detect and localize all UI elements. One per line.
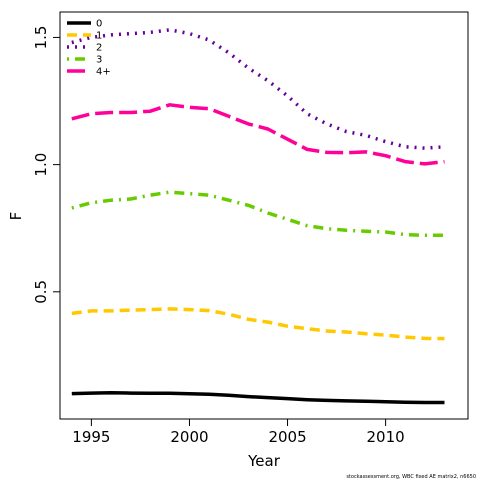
x-tick-label: 2000 [170,428,208,446]
legend-label: 3 [96,55,102,66]
y-tick-label: 1.0 [32,153,50,177]
y-axis-title: F [7,212,25,221]
y-tick-label: 1.5 [32,26,50,50]
series-layer [71,28,445,405]
x-axis-title: Year [247,452,281,470]
plot-frame [59,11,469,420]
legend-label: 0 [96,19,102,30]
series-line-3 [71,190,445,238]
y-axis: 0.5 1.0 1.5 [32,26,60,304]
footnote: stockassessment.org, WBC fixed AE matrix… [346,474,476,480]
legend-label: 1 [96,31,102,42]
series-line-4 [71,103,445,166]
series-line-0 [71,391,445,405]
y-tick-label: 0.5 [32,280,50,304]
series-line-1 [71,307,445,341]
legend-label: 4+ [96,67,111,78]
x-tick-label: 2005 [268,428,306,446]
x-tick-label: 1995 [72,428,110,446]
legend-label: 2 [96,43,102,54]
x-axis: 1995 2000 2005 2010 [72,419,405,446]
x-tick-label: 2010 [367,428,405,446]
